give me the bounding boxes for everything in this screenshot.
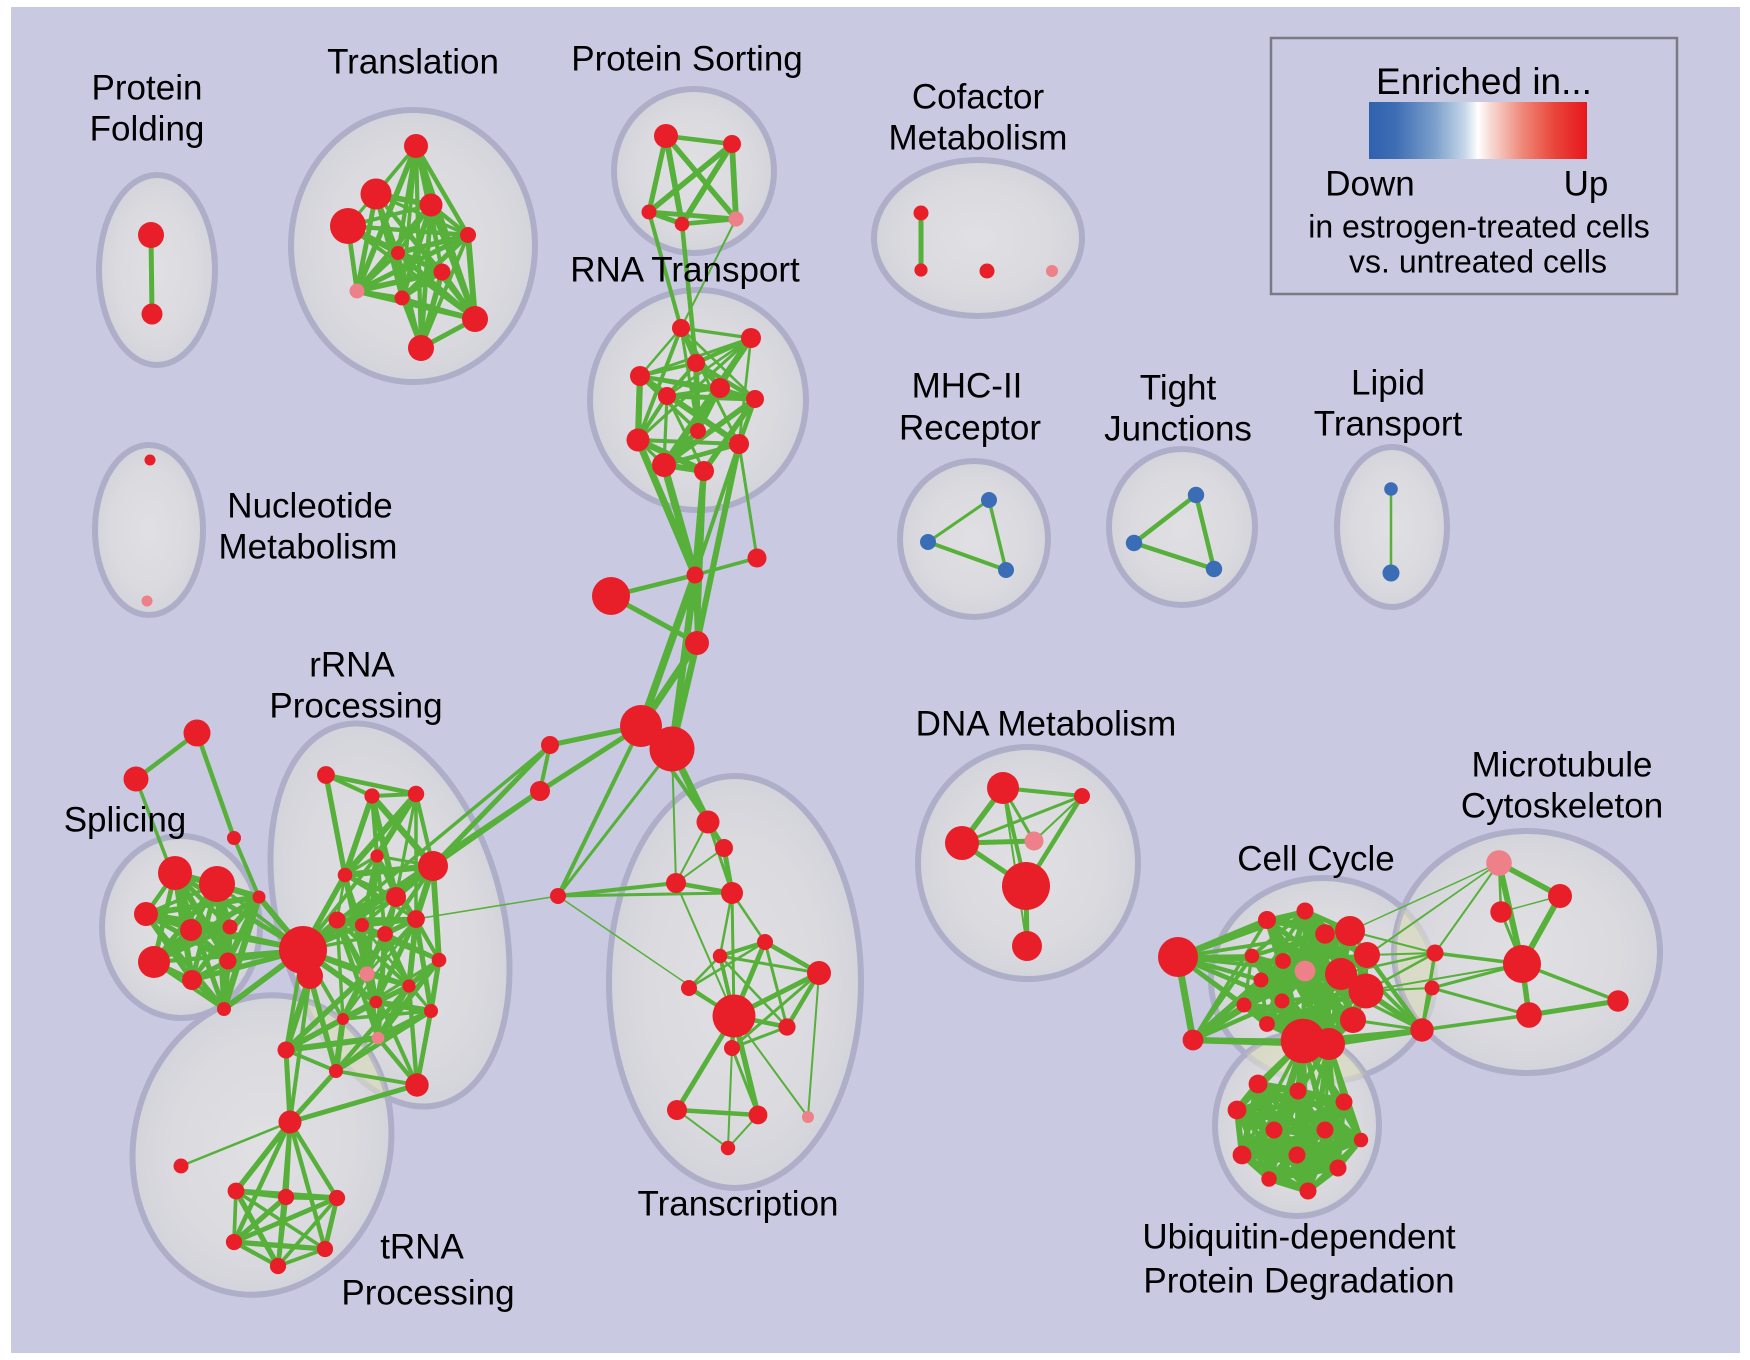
svg-text:DNA Metabolism: DNA Metabolism bbox=[916, 704, 1177, 743]
svg-text:in estrogen-treated cells: in estrogen-treated cells bbox=[1308, 208, 1650, 244]
svg-text:Microtubule: Microtubule bbox=[1472, 745, 1653, 784]
svg-text:Processing: Processing bbox=[341, 1273, 514, 1312]
svg-text:Cytoskeleton: Cytoskeleton bbox=[1461, 786, 1663, 825]
svg-text:Cell Cycle: Cell Cycle bbox=[1237, 839, 1395, 878]
svg-text:Nucleotide: Nucleotide bbox=[227, 486, 392, 525]
svg-text:Transcription: Transcription bbox=[638, 1184, 839, 1223]
svg-text:MHC-II: MHC-II bbox=[912, 366, 1023, 405]
svg-text:Lipid: Lipid bbox=[1351, 363, 1425, 402]
svg-text:Cofactor: Cofactor bbox=[912, 77, 1045, 116]
svg-text:tRNA: tRNA bbox=[380, 1227, 464, 1266]
svg-text:rRNA: rRNA bbox=[309, 645, 395, 684]
svg-text:Ubiquitin-dependent: Ubiquitin-dependent bbox=[1142, 1217, 1456, 1256]
svg-text:Splicing: Splicing bbox=[64, 800, 187, 839]
svg-text:Metabolism: Metabolism bbox=[889, 118, 1068, 157]
svg-text:Tight: Tight bbox=[1140, 368, 1217, 407]
svg-text:Folding: Folding bbox=[90, 109, 205, 148]
svg-text:Receptor: Receptor bbox=[899, 408, 1041, 447]
svg-text:Metabolism: Metabolism bbox=[219, 527, 398, 566]
svg-text:Protein: Protein bbox=[92, 68, 203, 107]
svg-text:vs. untreated cells: vs. untreated cells bbox=[1349, 243, 1607, 279]
svg-text:Protein Sorting: Protein Sorting bbox=[571, 39, 803, 78]
svg-text:Translation: Translation bbox=[327, 42, 499, 81]
svg-text:Enriched in...: Enriched in... bbox=[1376, 61, 1592, 102]
svg-text:Processing: Processing bbox=[269, 686, 442, 725]
svg-text:Transport: Transport bbox=[1314, 404, 1463, 443]
svg-text:Junctions: Junctions bbox=[1104, 409, 1252, 448]
svg-text:Down: Down bbox=[1325, 164, 1414, 203]
svg-text:RNA Transport: RNA Transport bbox=[570, 250, 800, 289]
svg-text:Up: Up bbox=[1564, 164, 1609, 203]
svg-text:Protein Degradation: Protein Degradation bbox=[1143, 1261, 1454, 1300]
